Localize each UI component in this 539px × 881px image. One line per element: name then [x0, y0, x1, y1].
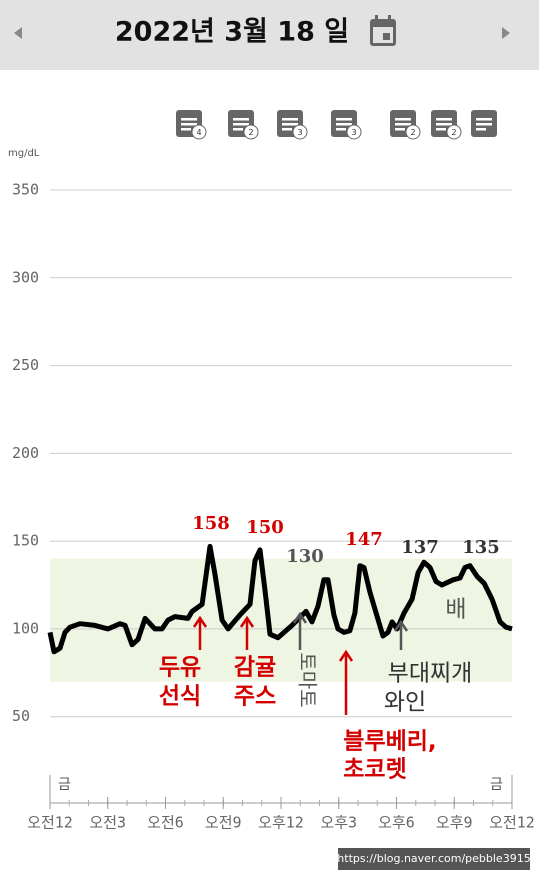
x-tick-label: 오후12 — [258, 814, 304, 832]
note-badge — [292, 124, 308, 140]
x-tick-label: 오전6 — [147, 814, 184, 832]
note-count: 4 — [196, 128, 201, 137]
note-line — [395, 128, 405, 131]
note-icon[interactable]: 2 — [228, 110, 259, 140]
note-line — [233, 128, 243, 131]
peak-label: 147 — [345, 529, 383, 550]
day-label: 금 — [490, 777, 503, 793]
watermark: https://blog.naver.com/pebble3915 — [337, 852, 530, 865]
note-icon[interactable]: 3 — [277, 110, 308, 140]
note-line — [181, 123, 197, 126]
annotation: 와인 — [384, 690, 426, 716]
note-badge — [405, 124, 421, 140]
note-line — [181, 128, 191, 131]
annotation: 두유 — [159, 655, 201, 681]
annotation: 토마토 — [296, 652, 320, 707]
peak-label: 137 — [401, 537, 439, 558]
x-tick-label: 오전9 — [205, 814, 242, 832]
x-tick-label: 오후3 — [320, 814, 357, 832]
prev-button[interactable] — [14, 27, 22, 39]
x-tick-label: 오전12 — [27, 814, 73, 832]
annotation: 선식 — [159, 684, 201, 710]
note-line — [233, 123, 249, 126]
peak-label: 130 — [286, 546, 324, 567]
annotation: 배 — [445, 597, 466, 623]
annotation: 주스 — [234, 684, 276, 710]
note-line — [476, 118, 492, 121]
header-bar — [0, 0, 539, 70]
peak-label: 135 — [462, 537, 500, 558]
note-badge — [191, 124, 207, 140]
day-label: 금 — [58, 777, 71, 793]
note-count: 2 — [451, 128, 456, 137]
note-icon[interactable]: 2 — [431, 110, 462, 140]
arrow-head — [292, 611, 308, 624]
note-line — [476, 128, 486, 131]
y-tick-label: 150 — [12, 532, 39, 550]
note-line — [336, 128, 346, 131]
note-line — [436, 128, 446, 131]
watermark-bg — [338, 848, 530, 870]
arrow-head — [192, 615, 208, 628]
annotation: 초코렛 — [343, 757, 406, 783]
note-count: 2 — [248, 128, 253, 137]
note-icon[interactable]: 3 — [331, 110, 362, 140]
arrow-head — [239, 615, 255, 628]
arrow-head — [338, 649, 354, 662]
y-tick-label: 50 — [12, 707, 30, 725]
note-line — [395, 118, 411, 121]
note-line — [395, 123, 411, 126]
note-count: 3 — [351, 128, 356, 137]
y-tick-label: 200 — [12, 444, 39, 462]
note-line — [181, 118, 197, 121]
note-line — [282, 128, 292, 131]
glucose-line — [47, 543, 513, 655]
y-tick-label: 100 — [12, 619, 39, 637]
x-tick-label: 오전12 — [489, 814, 535, 832]
x-tick-label: 오후6 — [378, 814, 415, 832]
note-icon[interactable]: 4 — [176, 110, 207, 140]
note-badge — [446, 124, 462, 140]
note-icon[interactable] — [471, 110, 497, 137]
note-badge — [243, 124, 259, 140]
next-button[interactable] — [502, 27, 510, 39]
annotation: 부대찌개 — [388, 661, 473, 687]
annotation: 감귤 — [234, 655, 276, 681]
note-line — [282, 118, 298, 121]
y-tick-label: 250 — [12, 356, 39, 374]
annotation: 블루베리, — [343, 729, 436, 755]
calendar-icon[interactable] — [370, 15, 396, 46]
y-tick-label: 300 — [12, 268, 39, 286]
note-line — [476, 123, 492, 126]
note-count: 3 — [297, 128, 302, 137]
x-tick-label: 오전3 — [89, 814, 126, 832]
note-line — [336, 123, 352, 126]
note-badge — [346, 124, 362, 140]
arrow-head — [393, 619, 409, 632]
x-tick-label: 오후9 — [436, 814, 473, 832]
y-axis-label: mg/dL — [8, 148, 40, 159]
note-icon[interactable]: 2 — [390, 110, 421, 140]
date-title: 2022년 3월 18 일 — [115, 17, 349, 48]
peak-label: 150 — [246, 517, 284, 538]
y-tick-label: 350 — [12, 181, 39, 199]
note-line — [336, 118, 352, 121]
note-line — [436, 118, 452, 121]
note-line — [233, 118, 249, 121]
note-line — [436, 123, 452, 126]
peak-label: 158 — [192, 513, 230, 534]
note-count: 2 — [410, 128, 415, 137]
note-line — [282, 123, 298, 126]
